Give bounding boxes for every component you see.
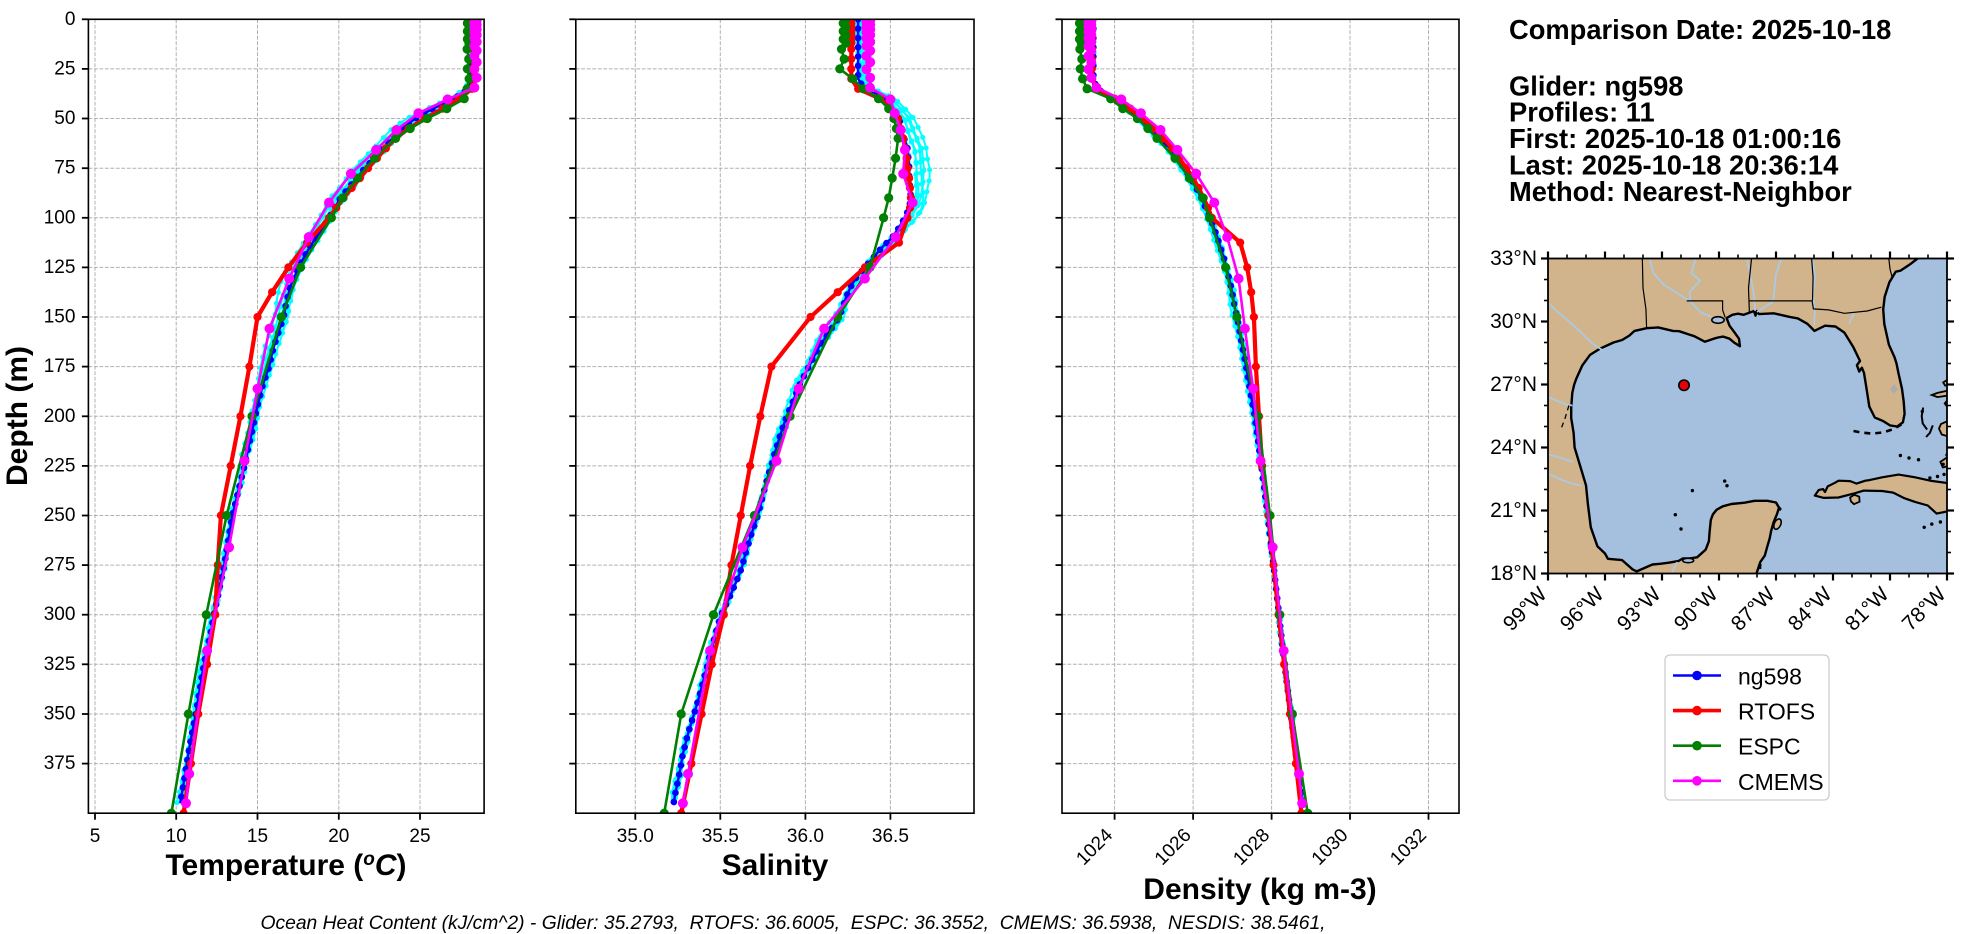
svg-text:5: 5 [90, 826, 101, 847]
svg-text:Method: Nearest-Neighbor: Method: Nearest-Neighbor [1509, 176, 1852, 207]
svg-text:375: 375 [44, 753, 76, 774]
svg-text:175: 175 [44, 356, 76, 377]
svg-text:Salinity: Salinity [722, 849, 829, 882]
svg-text:Profiles: 11: Profiles: 11 [1509, 97, 1655, 128]
svg-text:CMEMS: CMEMS [1738, 769, 1824, 795]
svg-text:Last: 2025-10-18 20:36:14: Last: 2025-10-18 20:36:14 [1509, 150, 1839, 181]
svg-text:25: 25 [409, 826, 430, 847]
svg-text:15: 15 [247, 826, 268, 847]
svg-text:33°N: 33°N [1490, 247, 1537, 270]
svg-text:10: 10 [166, 826, 187, 847]
svg-text:100: 100 [44, 207, 76, 228]
svg-text:275: 275 [44, 555, 76, 576]
svg-text:50: 50 [54, 108, 75, 129]
svg-text:250: 250 [44, 505, 76, 526]
svg-text:21°N: 21°N [1490, 499, 1537, 522]
svg-text:30°N: 30°N [1490, 310, 1537, 333]
svg-text:200: 200 [44, 406, 76, 427]
svg-text:350: 350 [44, 704, 76, 725]
svg-text:325: 325 [44, 654, 76, 675]
svg-text:225: 225 [44, 455, 76, 476]
svg-text:75: 75 [54, 158, 75, 179]
svg-text:25: 25 [54, 58, 75, 79]
svg-text:35.5: 35.5 [702, 826, 739, 847]
svg-text:Density (kg m-3): Density (kg m-3) [1143, 873, 1376, 906]
svg-text:150: 150 [44, 307, 76, 328]
svg-text:300: 300 [44, 604, 76, 625]
svg-text:18°N: 18°N [1490, 562, 1537, 585]
svg-text:125: 125 [44, 257, 76, 278]
svg-text:First: 2025-10-18 01:00:16: First: 2025-10-18 01:00:16 [1509, 123, 1841, 154]
svg-text:ng598: ng598 [1738, 664, 1802, 690]
svg-text:27°N: 27°N [1490, 373, 1537, 396]
svg-text:ESPC: ESPC [1738, 734, 1801, 760]
svg-text:Comparison Date: 2025-10-18: Comparison Date: 2025-10-18 [1509, 14, 1891, 45]
svg-text:36.5: 36.5 [872, 826, 909, 847]
svg-text:Depth (m): Depth (m) [1, 346, 34, 486]
svg-text:RTOFS: RTOFS [1738, 699, 1815, 725]
svg-text:36.0: 36.0 [787, 826, 824, 847]
svg-text:35.0: 35.0 [617, 826, 654, 847]
svg-text:24°N: 24°N [1490, 436, 1537, 459]
svg-text:20: 20 [328, 826, 349, 847]
svg-text:Glider: ng598: Glider: ng598 [1509, 70, 1683, 101]
svg-text:0: 0 [65, 9, 76, 30]
svg-text:Ocean Heat Content (kJ/cm^2) -: Ocean Heat Content (kJ/cm^2) - Glider: 3… [260, 913, 1325, 934]
